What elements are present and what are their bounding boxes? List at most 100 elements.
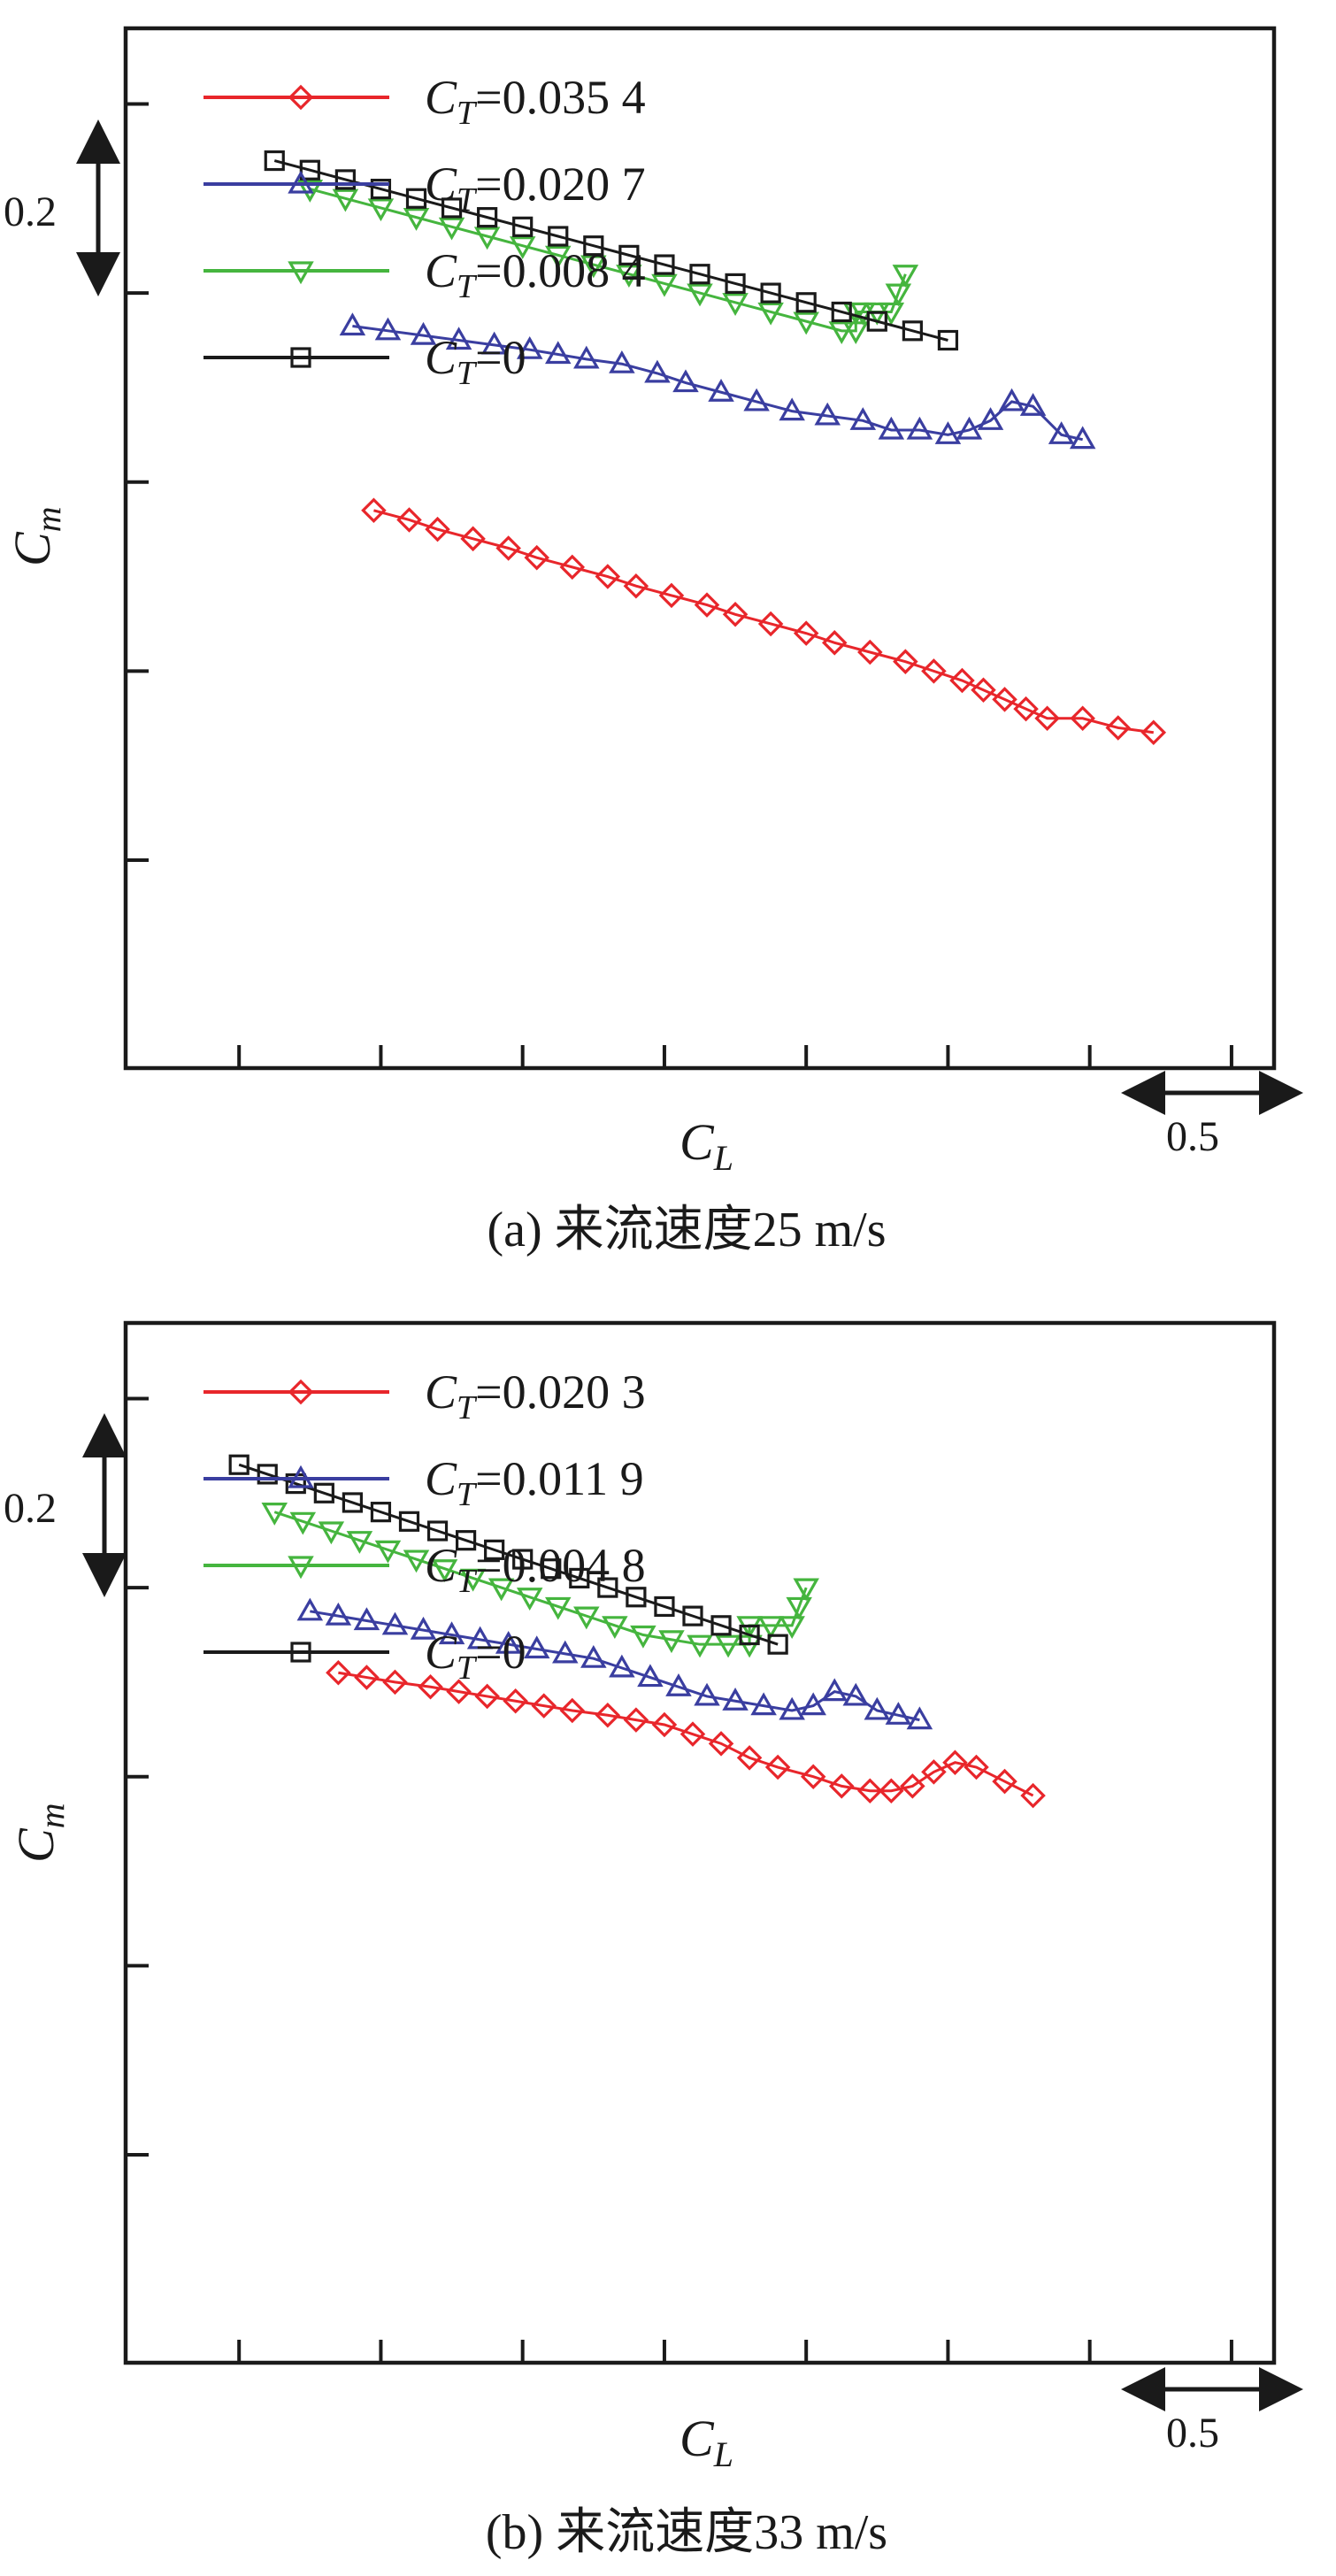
data-point-triangle-up	[609, 350, 635, 373]
data-point-diamond	[396, 507, 422, 533]
data-point-triangle-down	[288, 261, 314, 285]
y-axis-ticks	[126, 1396, 149, 2157]
data-point-square	[937, 329, 959, 351]
data-point-triangle-up	[956, 416, 983, 440]
data-point-triangle-up	[381, 1611, 409, 1635]
x-scale-indicator: 0.5	[1121, 2367, 1303, 2457]
caption-b: (b) 来流速度33 m/s	[486, 2505, 887, 2560]
data-point-triangle-up	[466, 1626, 494, 1649]
data-point-diamond	[354, 1665, 380, 1690]
data-point-triangle-up	[708, 379, 734, 402]
data-point-triangle-up	[438, 1621, 465, 1645]
data-point-triangle-up	[977, 407, 1004, 430]
data-point-triangle-up	[410, 321, 437, 345]
data-point-diamond	[288, 84, 314, 111]
data-point-diamond	[942, 1749, 968, 1775]
data-point-diamond	[949, 667, 975, 694]
data-point-triangle-down	[346, 1531, 373, 1554]
legend: CT=0.020 3 CT=0.011 9 CT=0.004 8 CT=0	[203, 1365, 646, 1687]
y-scale-label: 0.2	[4, 1485, 57, 1532]
series-diamond	[326, 1659, 1046, 1809]
legend-entry-label: CT=0.035 4	[425, 71, 646, 132]
data-point-square	[405, 188, 427, 209]
data-point-diamond	[764, 1754, 791, 1780]
legend-entry-label: CT=0	[425, 331, 526, 392]
data-point-triangle-down	[793, 311, 819, 335]
data-point-diamond	[651, 1711, 678, 1738]
data-point-diamond	[474, 1683, 500, 1710]
data-point-diamond	[1020, 1782, 1046, 1809]
data-point-triangle-up	[288, 170, 314, 194]
series-layer	[264, 150, 1167, 746]
data-point-triangle-down	[616, 265, 642, 288]
data-point-triangle-down	[544, 1596, 572, 1620]
data-point-diamond	[821, 630, 848, 656]
data-point-diamond	[736, 1745, 763, 1771]
data-point-triangle-down	[757, 302, 784, 326]
data-point-diamond	[708, 1731, 734, 1757]
data-point-square	[689, 264, 710, 285]
data-point-triangle-up	[849, 407, 877, 430]
legend-entry-label: CT=0.011 9	[425, 1452, 644, 1513]
data-point-square	[313, 1482, 334, 1503]
series-line	[273, 159, 948, 342]
data-point-diamond	[893, 649, 918, 674]
series-layer	[228, 1454, 1046, 1809]
data-point-diamond	[1140, 719, 1167, 746]
data-point-triangle-up	[722, 1688, 749, 1711]
x-axis-label: CL	[680, 1113, 733, 1178]
data-point-diamond	[722, 602, 749, 627]
data-point-diamond	[1105, 715, 1131, 741]
y-axis-label: Cm	[4, 506, 68, 566]
data-point-triangle-up	[665, 1673, 692, 1696]
data-point-diamond	[1013, 696, 1039, 722]
series-line	[238, 1463, 779, 1646]
data-point-diamond	[524, 544, 549, 571]
data-point-triangle-down	[722, 293, 749, 316]
data-point-triangle-up	[821, 1678, 848, 1702]
y-axis-ticks	[126, 102, 149, 862]
x-scale-label: 0.5	[1166, 1113, 1219, 1160]
data-point-triangle-up	[1019, 393, 1047, 416]
data-point-diamond	[503, 1688, 528, 1714]
data-point-square	[290, 347, 311, 368]
y-scale-label: 0.2	[4, 188, 57, 235]
data-point-diamond	[757, 611, 784, 637]
data-point-triangle-down	[261, 1503, 288, 1526]
data-point-square	[583, 235, 604, 257]
data-point-triangle-up	[779, 397, 805, 421]
data-point-triangle-down	[602, 1616, 628, 1640]
data-point-diamond	[992, 1768, 1017, 1795]
data-point-diamond	[992, 687, 1017, 712]
data-point-diamond	[921, 658, 947, 684]
chart-panel-b: CT=0.020 3 CT=0.011 9 CT=0.004 8 CT=0 0.2 0…	[4, 1320, 1303, 2560]
data-point-triangle-down	[296, 179, 324, 203]
data-point-triangle-down	[687, 1634, 713, 1658]
data-point-square	[866, 311, 887, 332]
series-line	[338, 1671, 1034, 1797]
data-point-triangle-up	[934, 421, 962, 444]
data-point-triangle-up	[694, 1682, 720, 1706]
data-point-square	[398, 1511, 420, 1532]
data-point-triangle-up	[1069, 426, 1096, 450]
plot-frame	[123, 26, 1277, 1071]
data-point-triangle-up	[609, 1654, 635, 1678]
data-point-diamond	[857, 639, 883, 665]
data-point-square	[548, 226, 569, 247]
data-point-square	[618, 244, 640, 265]
data-point-triangle-up	[353, 1607, 380, 1631]
data-point-square	[370, 178, 392, 200]
data-point-triangle-down	[580, 255, 607, 279]
data-point-triangle-up	[743, 388, 770, 411]
data-point-diamond	[446, 1679, 472, 1704]
data-point-diamond	[559, 554, 586, 581]
data-point-triangle-up	[672, 369, 699, 393]
data-point-triangle-down	[332, 188, 359, 212]
data-point-diamond	[857, 1778, 883, 1804]
data-point-triangle-up	[779, 1696, 805, 1720]
data-point-square	[228, 1454, 250, 1475]
data-point-triangle-up	[480, 331, 508, 355]
data-point-square	[654, 254, 675, 275]
